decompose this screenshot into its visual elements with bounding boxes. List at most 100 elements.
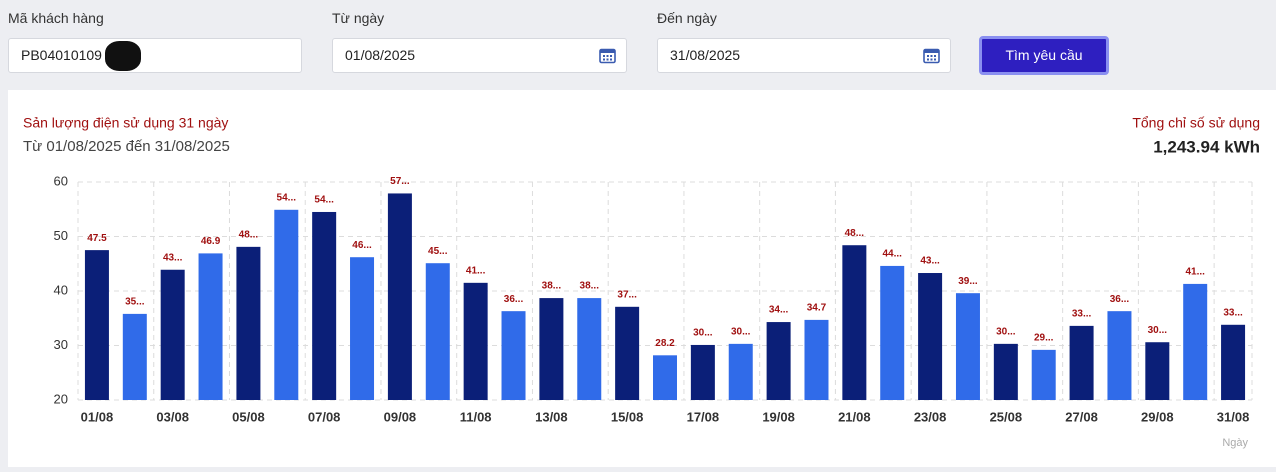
value-label: 39... xyxy=(958,276,978,287)
bar xyxy=(880,265,905,400)
x-tick-label: 03/08 xyxy=(156,409,189,424)
y-tick-label: 60 xyxy=(54,173,68,188)
to-input[interactable]: 31/08/2025 xyxy=(657,38,951,73)
value-label: 28.2 xyxy=(655,338,675,349)
x-tick-label: 23/08 xyxy=(914,409,947,424)
value-label: 44... xyxy=(882,249,902,260)
bar xyxy=(463,282,488,400)
value-label: 48... xyxy=(845,228,865,239)
x-tick-label: 07/08 xyxy=(308,409,341,424)
bar xyxy=(1107,311,1132,400)
bar xyxy=(387,193,412,400)
bar xyxy=(577,298,602,400)
bar xyxy=(1069,325,1094,400)
bar xyxy=(842,245,867,400)
to-label: Đến ngày xyxy=(657,10,717,26)
value-label: 29... xyxy=(1034,333,1054,344)
bar xyxy=(274,209,299,400)
value-label: 36... xyxy=(1110,294,1130,305)
x-tick-label: 17/08 xyxy=(687,409,720,424)
value-label: 45... xyxy=(428,246,448,257)
bar xyxy=(122,313,147,400)
value-label: 34... xyxy=(769,305,789,316)
calendar-icon[interactable] xyxy=(599,47,616,64)
bar xyxy=(653,355,677,400)
x-tick-label: 31/08 xyxy=(1217,409,1250,424)
value-label: 38... xyxy=(580,281,600,292)
to-value: 31/08/2025 xyxy=(670,47,741,63)
summary-value: 1,243.94 kWh xyxy=(1153,137,1260,156)
y-tick-label: 40 xyxy=(54,282,68,297)
value-label: 46... xyxy=(352,240,372,251)
value-label: 35... xyxy=(125,297,145,308)
value-label: 30... xyxy=(693,328,713,339)
x-tick-label: 29/08 xyxy=(1141,409,1174,424)
chart: Sản lượng điện sử dụng 31 ngày Từ 01/08/… xyxy=(23,115,1260,449)
value-label: 54... xyxy=(277,192,297,203)
bar xyxy=(1183,283,1208,400)
value-label: 37... xyxy=(617,289,637,300)
customer-label: Mã khách hàng xyxy=(8,10,104,26)
value-label: 48... xyxy=(239,229,259,240)
x-tick-label: 05/08 xyxy=(232,409,265,424)
chart-subtitle: Từ 01/08/2025 đến 31/08/2025 xyxy=(23,138,230,155)
value-label: 54... xyxy=(314,195,334,206)
from-input[interactable]: 01/08/2025 xyxy=(332,38,627,73)
bar xyxy=(312,211,337,400)
bar xyxy=(1031,349,1056,400)
redaction xyxy=(105,41,141,71)
value-label: 34.7 xyxy=(807,303,827,314)
customer-value: PB04010109 xyxy=(21,47,102,63)
bar xyxy=(350,257,375,400)
value-label: 30... xyxy=(996,327,1016,338)
bar xyxy=(236,246,261,400)
search-button[interactable]: Tìm yêu cầu xyxy=(979,36,1109,75)
bar xyxy=(84,250,109,400)
bar xyxy=(425,263,450,400)
value-label: 43... xyxy=(920,256,940,267)
x-tick-label: 25/08 xyxy=(990,409,1023,424)
bar xyxy=(993,343,1018,400)
value-label: 41... xyxy=(466,265,486,276)
bar xyxy=(918,273,943,400)
chart-title: Sản lượng điện sử dụng 31 ngày xyxy=(23,115,228,131)
bar xyxy=(690,344,715,400)
value-label: 46.9 xyxy=(201,236,221,247)
summary-label: Tổng chỉ số sử dụng xyxy=(1132,115,1260,131)
value-label: 41... xyxy=(1185,267,1205,278)
value-label: 30... xyxy=(731,327,751,338)
bar xyxy=(1221,324,1246,400)
y-tick-label: 20 xyxy=(54,391,68,406)
bar xyxy=(615,306,640,400)
x-tick-label: 11/08 xyxy=(460,409,492,424)
bar xyxy=(1145,342,1170,400)
value-label: 43... xyxy=(163,252,183,263)
chart-panel: Sản lượng điện sử dụng 31 ngày Từ 01/08/… xyxy=(8,90,1276,467)
bar xyxy=(198,253,223,400)
x-tick-label: 09/08 xyxy=(384,409,417,424)
x-tick-label: 15/08 xyxy=(611,409,644,424)
bar xyxy=(955,293,980,400)
bar xyxy=(804,319,829,400)
bar xyxy=(501,311,526,400)
value-label: 47.5 xyxy=(87,233,107,244)
bar xyxy=(728,343,753,400)
x-tick-label: 19/08 xyxy=(762,409,795,424)
y-tick-label: 30 xyxy=(54,337,68,352)
y-tick-label: 50 xyxy=(54,228,68,243)
value-label: 30... xyxy=(1148,325,1168,336)
value-label: 33... xyxy=(1223,307,1243,318)
value-label: 33... xyxy=(1072,309,1092,320)
x-tick-label: 01/08 xyxy=(81,409,114,424)
from-value: 01/08/2025 xyxy=(345,47,416,63)
value-label: 38... xyxy=(542,281,562,292)
calendar-icon[interactable] xyxy=(923,47,940,64)
value-label: 57... xyxy=(390,176,410,187)
x-tick-label: 27/08 xyxy=(1065,409,1098,424)
bar xyxy=(766,322,791,400)
x-axis-label: Ngày xyxy=(1222,437,1248,449)
value-label: 36... xyxy=(504,294,524,305)
customer-input[interactable]: PB04010109 xyxy=(8,38,302,73)
